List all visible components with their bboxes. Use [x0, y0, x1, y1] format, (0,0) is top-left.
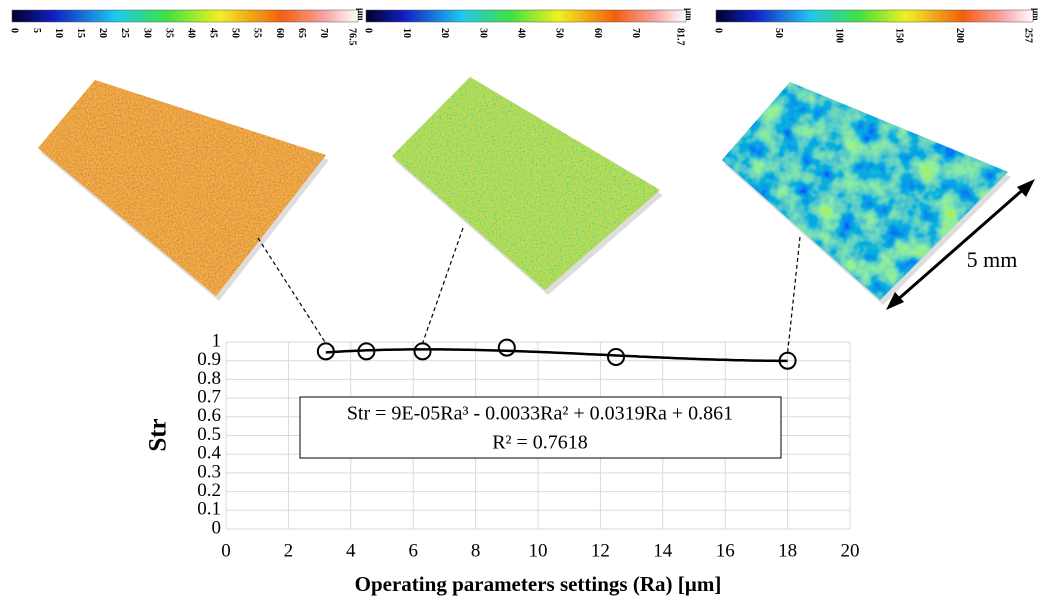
- colorbar-tick-label: 60: [274, 28, 285, 38]
- colorbar-tick-label: 50: [773, 28, 784, 38]
- x-tick-label: 4: [346, 540, 356, 561]
- colorbar-unit: µm: [684, 8, 694, 21]
- y-tick-label: 0.6: [197, 405, 221, 426]
- colorbar-tick-label: 45: [208, 28, 219, 38]
- colorbar-tick-label: 20: [439, 28, 450, 38]
- y-tick-label: 0.3: [197, 461, 221, 482]
- surface-texture: [38, 80, 326, 296]
- surface-texture: [392, 77, 660, 290]
- colorbar-tick-label: 10: [53, 28, 64, 38]
- surface-texture: [722, 82, 1008, 300]
- colorbar-tick-label: 50: [554, 28, 565, 38]
- colorbar-tick-label: 150: [894, 28, 905, 43]
- colorbar-tick-label: 30: [477, 28, 488, 38]
- y-tick-label: 0.2: [197, 480, 221, 501]
- colorbar-tick-label: 60: [592, 28, 603, 38]
- colorbar-unit: µm: [356, 8, 366, 21]
- trendline-r2: R² = 0.7618: [492, 432, 588, 454]
- data-point: [357, 342, 376, 361]
- colorbar-tick-label: 15: [75, 28, 86, 38]
- trendline: [325, 348, 788, 363]
- x-tick-label: 20: [841, 540, 860, 561]
- x-axis-title: Operating parameters settings (Ra) [µm]: [355, 572, 722, 596]
- colorbar-tick-label: 55: [252, 28, 263, 38]
- y-tick-label: 0.7: [197, 386, 221, 407]
- scale-label: 5 mm: [967, 247, 1018, 272]
- colorbar-unit: µm: [1031, 8, 1041, 21]
- colorbar-tick-label: 40: [515, 28, 526, 38]
- data-point: [316, 342, 335, 361]
- trendline-equation: Str = 9E-05Ra³ - 0.0033Ra² + 0.0319Ra + …: [347, 403, 733, 425]
- colorbar: [11, 9, 359, 23]
- colorbar-tick-label: 76.5: [347, 28, 358, 46]
- y-tick-label: 0.4: [197, 443, 221, 464]
- y-tick-label: 0.9: [197, 349, 221, 370]
- arrow-head: [886, 292, 904, 310]
- colorbar-tick-label: 10: [401, 28, 412, 38]
- colorbar: [715, 9, 1034, 23]
- connector: [421, 227, 464, 344]
- colorbar-tick-label: 70: [318, 28, 329, 38]
- arrow-line: [894, 185, 1027, 304]
- scale-arrow: 5 mm: [886, 179, 1035, 310]
- data-point: [413, 342, 432, 361]
- y-tick-label: 1: [212, 330, 222, 351]
- colorbar-tick-label: 70: [630, 28, 641, 38]
- y-tick-label: 0.1: [197, 499, 221, 520]
- colorbar-tick-label: 100: [833, 28, 844, 43]
- colorbar-tick-label: 20: [97, 28, 108, 38]
- x-tick-label: 2: [284, 540, 294, 561]
- colorbar-tick-label: 5: [31, 28, 42, 33]
- x-tick-label: 16: [716, 540, 735, 561]
- connector: [257, 237, 327, 344]
- data-point: [778, 351, 797, 370]
- colorbar-tick-label: 30: [141, 28, 152, 38]
- colorbar: [365, 9, 687, 23]
- y-tick-label: 0.8: [197, 368, 221, 389]
- equation-box: [299, 396, 782, 459]
- colorbar-tick-label: 81.7: [675, 28, 686, 46]
- colorbar-tick-label: 0: [9, 28, 20, 33]
- connector: [787, 236, 801, 353]
- data-point: [607, 347, 625, 366]
- x-tick-label: 12: [591, 540, 610, 561]
- x-tick-label: 10: [529, 540, 548, 561]
- y-axis-title: Str: [145, 418, 172, 451]
- surface-images: [38, 77, 1011, 305]
- colorbar-tick-label: 200: [954, 28, 965, 43]
- x-tick-label: 14: [653, 540, 673, 561]
- colorbar-tick-label: 35: [163, 28, 174, 38]
- y-tick-label: 0: [212, 517, 222, 538]
- x-tick-label: 6: [408, 540, 418, 561]
- colorbar-tick-label: 25: [119, 28, 130, 38]
- y-tick-label: 0.5: [197, 424, 221, 445]
- x-tick-label: 0: [221, 540, 231, 561]
- x-tick-label: 18: [778, 540, 797, 561]
- x-tick-label: 8: [471, 540, 481, 561]
- data-point: [497, 338, 516, 357]
- colorbar-tick-label: 40: [185, 28, 196, 38]
- colorbar-tick-label: 257: [1023, 28, 1034, 43]
- colorbar-tick-label: 0: [363, 28, 374, 33]
- colorbar-tick-label: 50: [230, 28, 241, 38]
- arrow-head: [1017, 179, 1035, 197]
- colorbar-tick-label: 65: [296, 28, 307, 38]
- colorbar-tick-label: 0: [713, 28, 724, 33]
